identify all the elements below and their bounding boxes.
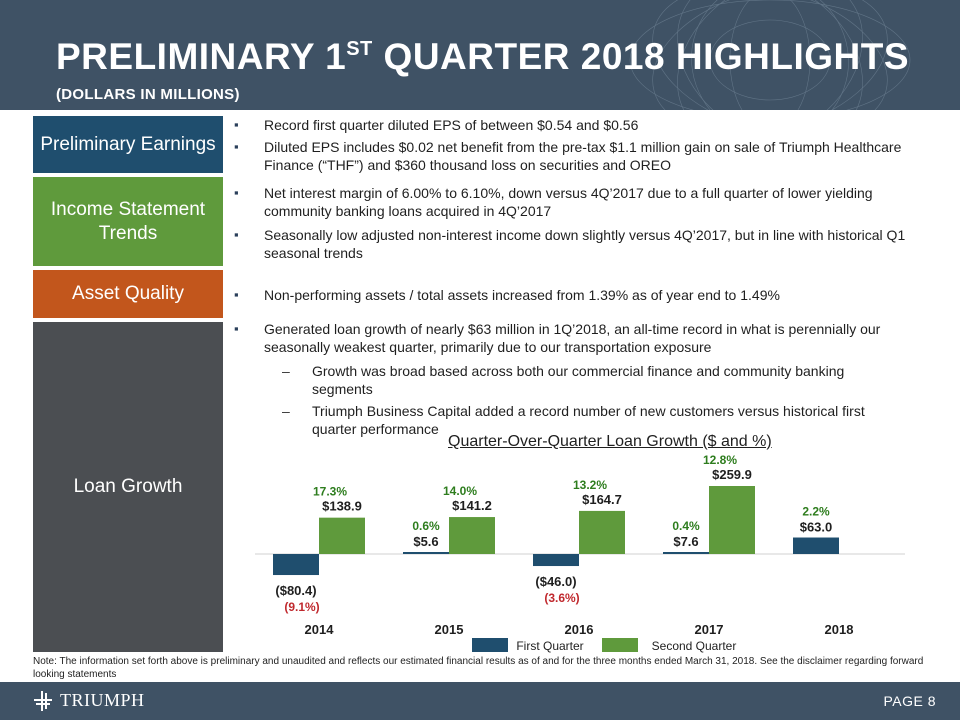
page-subtitle: (DOLLARS IN MILLIONS) (56, 86, 240, 103)
pct-label-second-quarter-2015: 14.0% (443, 484, 477, 498)
legend-label-second-quarter: Second Quarter (652, 639, 737, 653)
bar-first-quarter-2014 (273, 554, 319, 576)
value-label-first-quarter-2014: ($80.4) (275, 583, 316, 598)
value-label-first-quarter-2017: $7.6 (673, 534, 698, 549)
category-preliminary-earnings: Preliminary Earnings (33, 116, 223, 173)
logo-text: TRIUMPH (60, 690, 145, 710)
triumph-logo-icon (34, 690, 52, 711)
category-label-2016: 2016 (565, 622, 594, 637)
pct-label-first-quarter-2018: 2.2% (802, 505, 830, 519)
category-label-2017: 2017 (695, 622, 724, 637)
bar-first-quarter-2016 (533, 554, 579, 567)
legend-swatch-second-quarter (602, 638, 638, 652)
bar-second-quarter-2017 (709, 486, 755, 554)
bar-second-quarter-2014 (319, 517, 365, 554)
page-number: PAGE 8 (883, 693, 936, 709)
bar-first-quarter-2015 (403, 552, 449, 554)
bar-second-quarter-2015 (449, 517, 495, 554)
subbullet-tbc-customers: Triumph Business Capital added a record … (282, 402, 902, 438)
pct-label-second-quarter-2014: 17.3% (313, 485, 347, 499)
page-title: PRELIMINARY 1ST QUARTER 2018 HIGHLIGHTS (56, 36, 910, 77)
category-loan-growth: Loan Growth (33, 322, 223, 652)
decorative-pattern-graphic (629, 0, 911, 110)
pct-label-second-quarter-2017: 12.8% (703, 453, 737, 467)
bar-second-quarter-2016 (579, 510, 625, 554)
value-label-first-quarter-2018: $63.0 (800, 520, 833, 535)
legend-swatch-first-quarter (472, 638, 508, 652)
value-label-second-quarter-2015: $141.2 (452, 498, 492, 513)
bullet-loan-growth: Generated loan growth of nearly $63 mill… (232, 320, 932, 356)
bullet-non-interest-income: Seasonally low adjusted non-interest inc… (232, 226, 932, 262)
category-asset-quality: Asset Quality (33, 270, 223, 318)
bar-first-quarter-2017 (663, 552, 709, 554)
disclaimer-note: Note: The information set forth above is… (33, 656, 924, 680)
category-label-2018: 2018 (825, 622, 854, 637)
pct-label-second-quarter-2016: 13.2% (573, 478, 607, 492)
subbullet-broad-growth: Growth was broad based across both our c… (282, 362, 902, 398)
bullet-eps-detail: Diluted EPS includes $0.02 net benefit f… (232, 138, 932, 174)
category-label-2014: 2014 (305, 622, 335, 637)
value-label-first-quarter-2015: $5.6 (413, 534, 438, 549)
header-banner: PRELIMINARY 1ST QUARTER 2018 HIGHLIGHTS … (0, 0, 960, 110)
bar-first-quarter-2018 (793, 537, 839, 554)
value-label-second-quarter-2014: $138.9 (322, 499, 362, 514)
value-label-second-quarter-2017: $259.9 (712, 467, 752, 482)
loan-growth-chart: ($80.4) (9.1%) $138.917.3% 2014 $5.60.6% $141… (255, 453, 905, 653)
pct-label-first-quarter-2015: 0.6% (412, 519, 440, 533)
pct-label-first-quarter-2016: (3.6%) (544, 591, 579, 605)
value-label-first-quarter-2016: ($46.0) (535, 574, 576, 589)
bullet-eps: Record first quarter diluted EPS of betw… (232, 116, 932, 134)
category-income-statement-trends: Income Statement Trends (33, 177, 223, 266)
legend-label-first-quarter: First Quarter (516, 639, 583, 653)
triumph-logo: TRIUMPH (32, 690, 145, 711)
value-label-second-quarter-2016: $164.7 (582, 492, 622, 507)
footer-bar: TRIUMPH PAGE 8 (0, 682, 960, 720)
bullet-net-interest-margin: Net interest margin of 6.00% to 6.10%, d… (232, 184, 932, 220)
bullet-non-performing-assets: Non-performing assets / total assets inc… (232, 286, 932, 304)
pct-label-first-quarter-2014: (9.1%) (284, 600, 319, 614)
pct-label-first-quarter-2017: 0.4% (672, 519, 700, 533)
category-label-2015: 2015 (435, 622, 464, 637)
chart-title: Quarter-Over-Quarter Loan Growth ($ and … (448, 433, 772, 450)
